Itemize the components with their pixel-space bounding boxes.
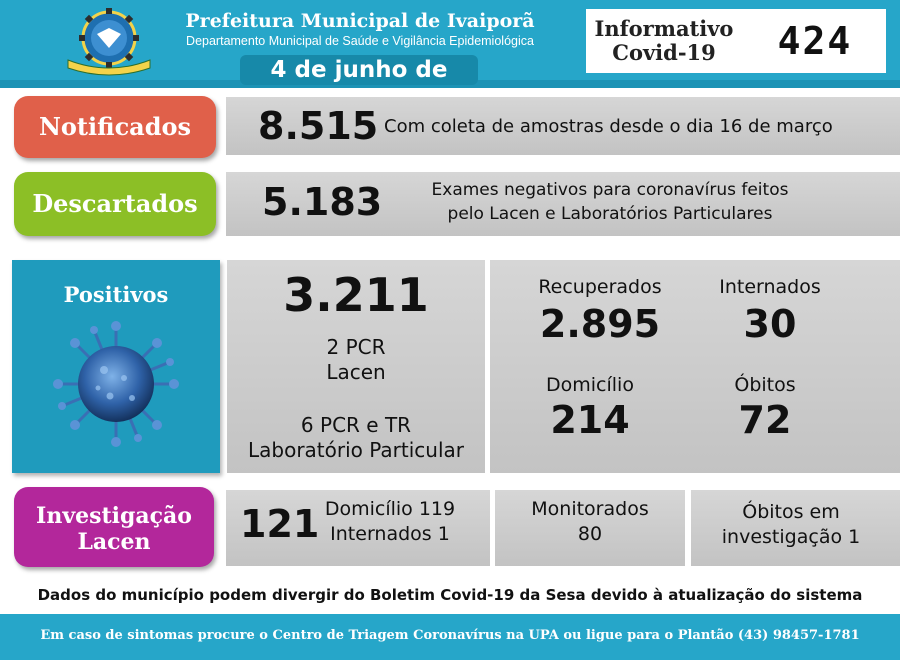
positivos-lacen-1: 2 PCR (326, 335, 386, 359)
descartados-description-1: Exames negativos para coronavírus feitos (431, 180, 789, 200)
positivos-value: 3.211 (283, 268, 429, 322)
recuperados-value: 2.895 (539, 302, 661, 346)
recuperados-label: Recuperados (538, 276, 662, 298)
monitorados-label: Monitorados (531, 498, 649, 520)
bulletin-date: 4 de junho de 2021 (240, 55, 478, 113)
notificados-description: Com coleta de amostras desde o dia 16 de… (384, 116, 833, 137)
municipal-seal-icon (67, 8, 151, 76)
positivos-lacen-2: Lacen (326, 360, 386, 384)
obitos-label: Óbitos (734, 374, 796, 396)
investigacao-pill: Investigação Lacen (14, 487, 214, 567)
bulletin-label: Informativo Covid-19 (594, 16, 734, 65)
domicilio-label: Domicílio (546, 374, 634, 396)
investigacao-label-1: Investigação (36, 503, 192, 529)
positivos-particular-2: Laboratório Particular (247, 438, 464, 462)
descartados-panel (226, 172, 900, 236)
bulletin-box: Informativo Covid-19 424 (586, 9, 886, 73)
investigacao-domicilio: Domicílio 119 (324, 498, 456, 520)
prefeitura-title: Prefeitura Municipal de Ivaiporã (185, 10, 535, 32)
investigacao-panel (226, 490, 490, 566)
positivos-block: Positivos (12, 260, 220, 473)
notificados-panel (226, 97, 900, 155)
header-banner: Prefeitura Municipal de Ivaiporã Departa… (0, 0, 900, 113)
descartados-pill: Descartados (14, 172, 216, 236)
obitos-investigacao-2: investigação 1 (721, 526, 861, 548)
department-subtitle: Departamento Municipal de Saúde e Vigilâ… (186, 34, 534, 48)
coronavirus-icon (53, 321, 179, 447)
positivos-label: Positivos (63, 282, 169, 307)
monitorados-value: 80 (577, 523, 603, 545)
investigacao-label-2: Lacen (77, 529, 151, 555)
investigacao-value: 121 (240, 502, 320, 546)
outcomes-panel (490, 260, 900, 473)
domicilio-value: 214 (550, 398, 630, 442)
positivos-particular-1: 6 PCR e TR (300, 413, 412, 437)
descartados-description-2: pelo Lacen e Laboratórios Particulares (447, 204, 773, 224)
monitorados-panel (495, 490, 685, 566)
obitos-investigacao-panel (691, 490, 900, 566)
internados-label: Internados (719, 276, 821, 298)
positivos-panel (227, 260, 485, 473)
internados-value: 30 (743, 302, 797, 346)
bulletin-number: 424 (777, 19, 853, 63)
contact-footer: Em caso de sintomas procure o Centro de … (0, 614, 900, 660)
obitos-value: 72 (738, 398, 792, 442)
investigacao-internados: Internados 1 (330, 523, 450, 545)
notificados-value: 8.515 (258, 104, 379, 148)
obitos-investigacao-1: Óbitos em (742, 501, 840, 523)
descartados-value: 5.183 (262, 180, 383, 224)
notificados-pill: Notificados (14, 96, 216, 158)
data-disclaimer: Dados do município podem divergir do Bol… (37, 586, 863, 604)
